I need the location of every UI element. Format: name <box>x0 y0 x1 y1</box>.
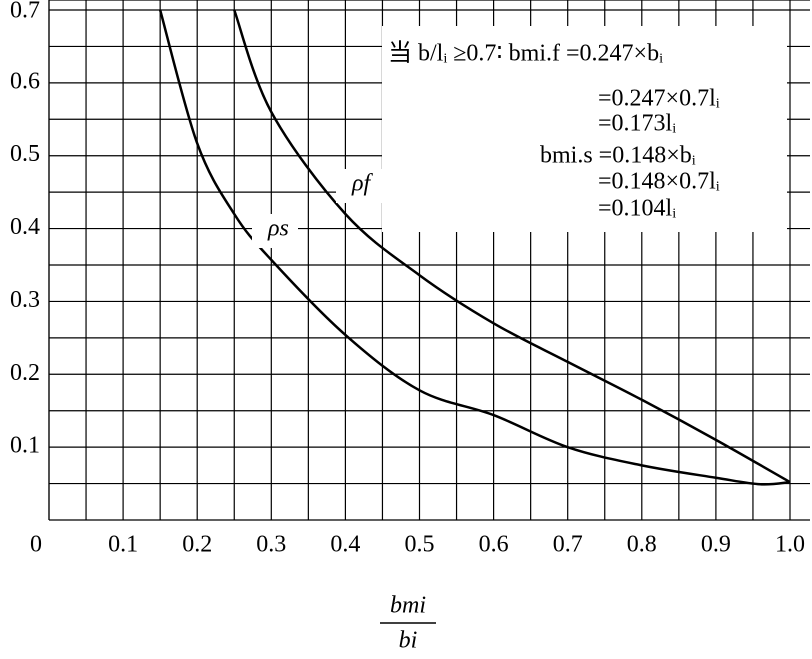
y-tick-label: 0.2 <box>10 360 40 386</box>
series-label: ρf <box>351 171 374 197</box>
y-tick-label: 0.5 <box>10 141 40 167</box>
x-tick-label: 1.0 <box>775 532 805 558</box>
x-tick-label: 0.4 <box>330 532 360 558</box>
x-tick-label: 0.6 <box>479 532 509 558</box>
x-tick-label: 0.3 <box>256 532 286 558</box>
y-tick-label: 0.3 <box>10 287 40 313</box>
annotation: =0.148×0.7lᵢ <box>598 169 720 195</box>
x-tick-label: 0.7 <box>553 532 583 558</box>
label-bg <box>252 214 298 248</box>
line <box>233 9 791 484</box>
x-tick-label: 0.5 <box>405 532 435 558</box>
plot: ρs ρf <box>158 9 791 486</box>
x-tick-label: 0.9 <box>701 532 731 558</box>
y-tick-label: 0.6 <box>10 68 40 94</box>
x-label-denominator: bi <box>399 628 418 654</box>
annotation-box <box>382 26 787 232</box>
annotation: =0.173lᵢ <box>598 111 676 137</box>
x-tick-label: 0.2 <box>182 532 212 558</box>
annotation: bmi.s =0.148×bᵢ <box>540 143 696 169</box>
y-tick-label: 0.4 <box>10 214 40 240</box>
x-label-numerator: bmi <box>390 593 426 619</box>
annotation: 当 b/lᵢ ≥0.7∶ bmi.f =0.247×bᵢ <box>388 40 663 67</box>
x-tick-label: 0.1 <box>108 532 138 558</box>
y-tick-label: 0.7 <box>10 0 40 24</box>
line <box>158 9 791 486</box>
x-tick-label: 0 <box>30 532 42 558</box>
annotation: =0.104lᵢ <box>598 196 676 222</box>
x-tick-label: 0.8 <box>627 532 657 558</box>
series-label: ρs <box>267 216 289 242</box>
annotation: =0.247×0.7lᵢ <box>598 86 720 112</box>
y-tick-label: 0.1 <box>10 433 40 459</box>
label-bg <box>336 169 382 203</box>
